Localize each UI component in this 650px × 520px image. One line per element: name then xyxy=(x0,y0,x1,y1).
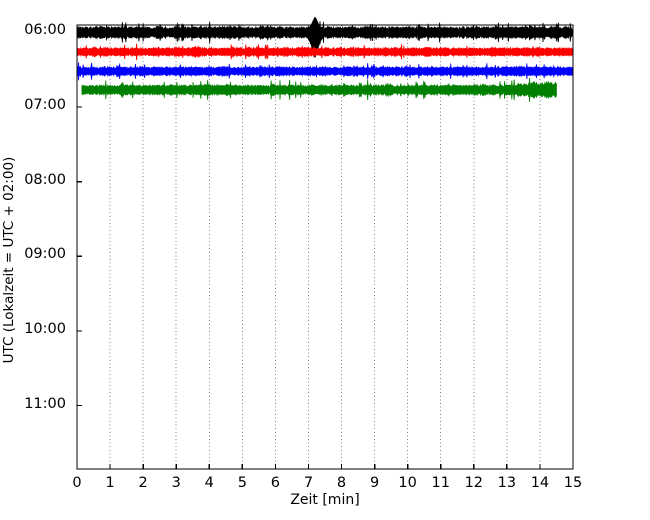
y-tick-label: 11:00 xyxy=(24,395,66,412)
x-tick-label: 3 xyxy=(171,475,181,491)
x-tick-label: 4 xyxy=(204,475,214,491)
x-tick-label: 8 xyxy=(336,475,347,491)
x-tick-label: 6 xyxy=(270,475,280,491)
axes-frame xyxy=(76,24,574,470)
x-tick-label: 15 xyxy=(563,475,583,491)
y-tick-label: 08:00 xyxy=(24,171,66,188)
x-tick-label: 5 xyxy=(237,475,247,491)
x-tick-label: 7 xyxy=(303,475,314,491)
data-traces xyxy=(76,16,574,102)
x-tick-label: 11 xyxy=(431,475,450,491)
y-tick-label: 10:00 xyxy=(24,320,66,337)
axis-ticks xyxy=(76,31,574,469)
x-tick-label: 13 xyxy=(497,475,517,491)
y-tick-label: 07:00 xyxy=(24,97,66,114)
x-tick-label: 9 xyxy=(369,475,380,491)
x-tick-label: 0 xyxy=(72,475,82,491)
x-axis-label: Zeit [min] xyxy=(290,492,360,508)
x-tick-label: 1 xyxy=(105,475,115,491)
x-tick-label: 14 xyxy=(530,475,550,491)
x-tick-label: 2 xyxy=(138,475,148,491)
x-tick-label: 12 xyxy=(464,475,484,491)
y-tick-label: 06:00 xyxy=(24,22,66,39)
y-tick-label: 09:00 xyxy=(24,246,66,263)
x-tick-label: 10 xyxy=(398,475,417,491)
